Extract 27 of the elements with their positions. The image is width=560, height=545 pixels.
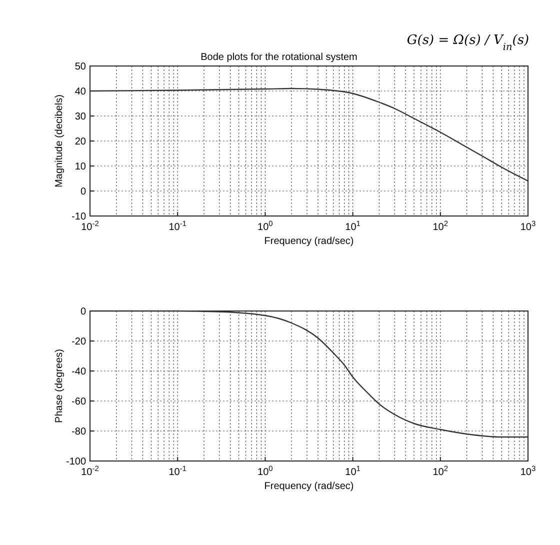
y-tick-label: 50 <box>74 62 86 72</box>
x-tick-label: 10$^{2}$ <box>432 218 448 233</box>
x-tick-label: 10$^{0}$ <box>258 464 273 478</box>
x-tick-label: 10$^{1}$ <box>345 464 360 478</box>
y-tick-label: 40 <box>74 86 86 98</box>
x-tick-label: 10$^{0}$ <box>258 218 273 233</box>
y-axis-title: Magnitude (decibels) <box>54 94 65 188</box>
y-tick-label: -40 <box>72 366 86 378</box>
y-tick-label: -80 <box>72 426 86 438</box>
x-axis-title: Frequency (rad/sec) <box>264 481 354 492</box>
y-tick-label: -60 <box>72 396 86 408</box>
x-tick-label: 10$^{3}$ <box>520 464 536 478</box>
y-tick-label: 10 <box>74 162 86 172</box>
x-axis-title: Frequency (rad/sec) <box>264 236 354 247</box>
y-axis-title: Phase (degrees) <box>54 349 65 423</box>
y-tick-label: 20 <box>74 136 86 148</box>
y-tick-label: 0 <box>80 186 86 198</box>
x-tick-label: 10$^{-1}$ <box>168 464 186 478</box>
x-tick-label: 10$^{2}$ <box>432 464 448 478</box>
y-tick-label: 0 <box>80 306 86 318</box>
x-tick-label: 10$^{-1}$ <box>168 218 186 233</box>
x-tick-label: 10$^{3}$ <box>520 218 536 233</box>
text: G(s) = Ω(s) / V$_{in}$(s) <box>406 33 530 52</box>
y-tick-label: 30 <box>74 112 86 122</box>
x-tick-label: 10$^{1}$ <box>345 218 360 233</box>
y-tick-label: -20 <box>72 336 86 348</box>
chart-title: Bode plots for the rotational system <box>200 52 358 63</box>
